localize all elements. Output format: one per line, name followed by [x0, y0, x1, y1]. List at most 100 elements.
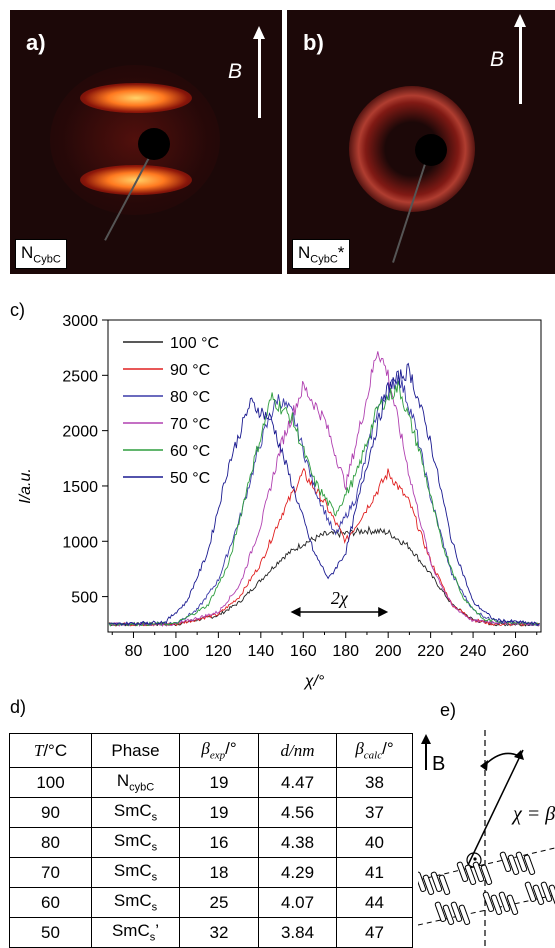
arrowhead-icon: [290, 607, 301, 617]
molecule-icon: [532, 884, 545, 906]
phase-label-b: NCybC*: [292, 238, 351, 269]
table-row: 80 SmCs 16 4.38 40: [9, 827, 413, 858]
diffraction-panel-b: b) B NCybC*: [287, 10, 555, 274]
cell-temperature: 70: [9, 857, 92, 888]
cell-beta-exp: 19: [179, 767, 259, 798]
molecule-icon: [548, 884, 555, 906]
molecule-icon: [490, 894, 503, 916]
angle-equation: χ = β: [511, 803, 555, 825]
x-tick-label: 260: [502, 643, 529, 660]
legend-label: 60 °C: [170, 443, 210, 460]
diffraction-arc-top: [80, 83, 192, 113]
panel-label-c: c): [10, 300, 25, 320]
cell-d-spacing: 4.29: [258, 857, 337, 888]
arrowhead-icon: [514, 750, 524, 760]
cell-beta-exp: 16: [179, 827, 259, 858]
molecule-icon: [442, 904, 455, 926]
series-line: [108, 374, 540, 627]
legend-label: 70 °C: [170, 416, 210, 433]
cell-beta-exp: 32: [179, 917, 259, 948]
series-line: [108, 467, 540, 627]
table-row: 70 SmCs 18 4.29 41: [9, 857, 413, 888]
cell-beta-calc: 40: [336, 827, 413, 858]
molecule-icon: [482, 891, 495, 913]
panel-label-d: d): [10, 697, 27, 717]
cell-phase: NcybC: [91, 767, 180, 798]
cell-d-spacing: 4.38: [258, 827, 337, 858]
table-row: 60 SmCs 25 4.07 44: [9, 887, 413, 918]
molecule-icon: [464, 864, 477, 886]
intensity-chart: 80 100 120 140 160 180 200 220 240 260 500 1000 1500…: [17, 313, 542, 690]
x-tick-label: 200: [375, 643, 402, 660]
tilt-schematic: B χ = β: [418, 730, 555, 947]
cell-phase: SmCs’: [91, 917, 180, 948]
right-angle-dot: [473, 857, 477, 861]
x-tick-label: 160: [290, 643, 317, 660]
field-arrow-icon: [421, 734, 431, 770]
cell-temperature: 60: [9, 887, 92, 918]
molecule-icon: [499, 851, 512, 873]
cell-beta-exp: 18: [179, 857, 259, 888]
arrowhead-icon: [378, 607, 389, 617]
tilt-angle-arc: [484, 752, 520, 766]
molecule-icon: [498, 891, 511, 913]
diffraction-panel-a: a) B NCybC: [10, 10, 282, 274]
x-tick-label: 140: [247, 643, 274, 660]
molecule-icon: [507, 854, 520, 876]
beamstop: [138, 128, 170, 160]
layer-normal-line: [467, 749, 524, 866]
table-row: 100 NcybC 19 4.47 38: [9, 767, 413, 798]
panel-label-e: e): [440, 700, 457, 720]
legend-label: 90 °C: [170, 362, 210, 379]
x-tick-label: 80: [125, 643, 143, 660]
cell-temperature: 50: [9, 917, 92, 948]
molecule-icon: [430, 871, 443, 893]
y-tick-label: 2500: [62, 368, 98, 385]
x-tick-label: 100: [163, 643, 190, 660]
table-header-row: T/°C Phase βexp/° d/nm βcalc/°: [9, 733, 413, 768]
header-beta-exp: βexp/°: [179, 733, 259, 768]
span-annotation: 2χ: [331, 588, 349, 608]
cell-temperature: 80: [9, 827, 92, 858]
y-tick-label: 3000: [62, 313, 98, 330]
legend-label: 50 °C: [170, 470, 210, 487]
diffraction-ring: [349, 86, 475, 212]
molecule-icon: [480, 864, 493, 886]
field-label-b: B: [490, 48, 505, 71]
y-tick-label: 1000: [62, 534, 98, 551]
series-line: [108, 351, 540, 627]
cell-d-spacing: 4.56: [258, 797, 337, 828]
cell-d-spacing: 4.47: [258, 767, 337, 798]
y-tick-label: 1500: [62, 479, 98, 496]
y-tick-label: 2000: [62, 424, 98, 441]
molecule-icon: [434, 901, 447, 923]
cell-phase: SmCs: [91, 887, 180, 918]
y-axis-label: I/a.u.: [17, 468, 34, 504]
x-tick-label: 240: [460, 643, 487, 660]
phase-table: T/°C Phase βexp/° d/nm βcalc/° 100 NcybC 1…: [9, 733, 413, 948]
series-line: [108, 380, 540, 627]
header-temperature: T/°C: [9, 733, 92, 768]
cell-beta-calc: 41: [336, 857, 413, 888]
molecule-icon: [438, 874, 451, 896]
table-row: 50 SmCs’ 32 3.84 47: [9, 917, 413, 948]
field-arrow-icon: [514, 14, 526, 104]
header-d-spacing: d/nm: [258, 733, 337, 768]
molecule-icon: [540, 881, 553, 903]
x-tick-label: 120: [205, 643, 232, 660]
x-axis-label: χ/°: [303, 673, 325, 690]
cell-phase: SmCs: [91, 827, 180, 858]
beamstop: [415, 134, 447, 166]
molecule-icon: [524, 881, 537, 903]
field-label-b: B: [432, 753, 445, 775]
molecule-icon: [523, 854, 536, 876]
x-tick-label: 180: [332, 643, 359, 660]
cell-d-spacing: 3.84: [258, 917, 337, 948]
phase-label-a: NCybC: [15, 238, 67, 269]
legend-label: 100 °C: [170, 335, 219, 352]
table-row: 90 SmCs 19 4.56 37: [9, 797, 413, 828]
series-line: [109, 525, 540, 627]
molecule-icon: [456, 861, 469, 883]
cell-temperature: 90: [9, 797, 92, 828]
cell-beta-calc: 38: [336, 767, 413, 798]
